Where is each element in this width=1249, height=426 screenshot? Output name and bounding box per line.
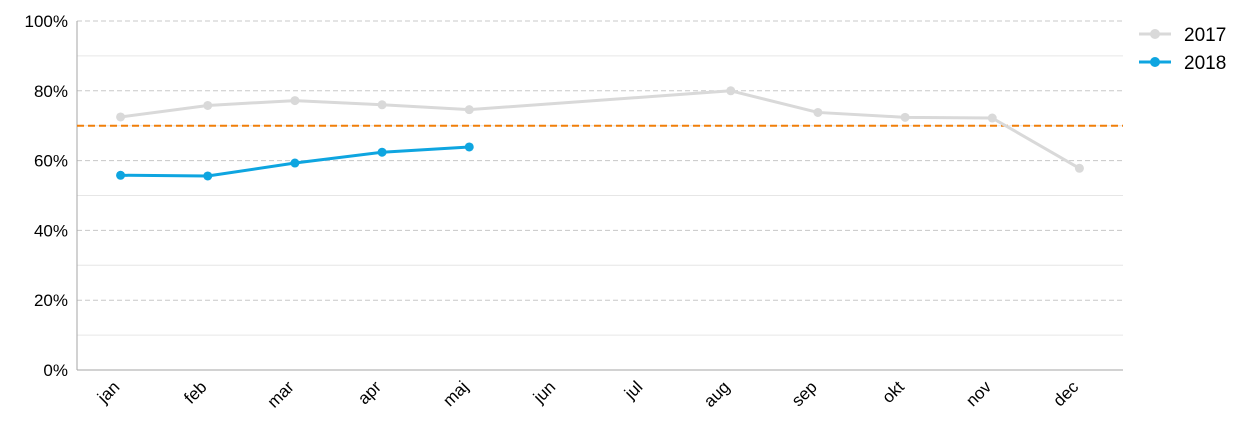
- data-point-2017: [290, 96, 300, 106]
- y-axis-tick-labels: 0% 20% 40% 60% 80% 100%: [25, 12, 68, 380]
- x-tick-label: aug: [700, 377, 733, 410]
- legend: 2017 2018: [1139, 25, 1226, 74]
- data-point-2017: [464, 105, 474, 115]
- data-point-2017: [726, 86, 736, 96]
- x-axis-tick-labels: jan feb mar apr maj jun jul aug sep okt nov dec: [93, 377, 1082, 411]
- x-tick-label: jan: [93, 377, 123, 407]
- legend-swatch-marker: [1150, 29, 1160, 39]
- x-tick-label: maj: [439, 377, 472, 410]
- data-point-2018: [464, 142, 474, 152]
- data-point-2017: [116, 112, 126, 122]
- legend-label: 2017: [1184, 25, 1226, 46]
- data-point-2017: [203, 100, 213, 110]
- data-point-2018: [116, 170, 126, 180]
- y-tick-label: 20%: [34, 291, 68, 310]
- x-tick-label: jun: [529, 377, 559, 407]
- data-point-2017: [900, 112, 910, 122]
- x-tick-label: dec: [1049, 377, 1082, 410]
- legend-swatch-marker: [1150, 57, 1160, 67]
- x-tick-label: jul: [620, 377, 646, 403]
- x-tick-label: apr: [354, 377, 385, 408]
- x-tick-label: sep: [788, 377, 821, 410]
- x-tick-label: nov: [962, 377, 995, 410]
- data-point-2018: [203, 171, 213, 181]
- series-line-2017: [120, 89, 1081, 170]
- data-point-2017: [813, 107, 823, 117]
- x-tick-label: feb: [180, 377, 210, 407]
- y-tick-label: 80%: [34, 82, 68, 101]
- data-point-2017: [987, 113, 997, 123]
- y-tick-label: 100%: [25, 12, 68, 31]
- grid-lines: [77, 20, 1123, 336]
- data-point-2018: [377, 147, 387, 157]
- y-tick-label: 60%: [34, 152, 68, 171]
- data-point-2017: [377, 100, 387, 110]
- data-point-2018: [290, 158, 300, 168]
- data-point-2017: [1074, 163, 1084, 173]
- axes: [76, 21, 1123, 371]
- x-tick-label: mar: [264, 377, 298, 411]
- y-tick-label: 40%: [34, 221, 68, 240]
- series-group: [116, 86, 1084, 181]
- x-tick-label: okt: [878, 377, 908, 407]
- y-tick-label: 0%: [43, 361, 68, 380]
- legend-label: 2018: [1184, 53, 1226, 74]
